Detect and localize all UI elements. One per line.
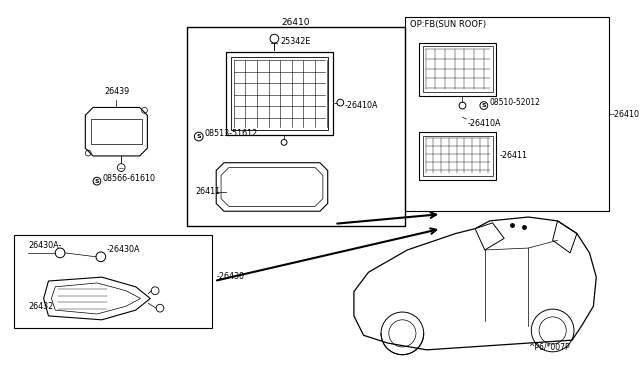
- Text: 26432: 26432: [28, 302, 53, 311]
- Bar: [187, 27, 405, 226]
- Bar: [419, 132, 497, 180]
- Text: 26411: 26411: [195, 187, 220, 196]
- Text: S: S: [95, 179, 99, 184]
- Bar: [405, 17, 609, 211]
- Text: S: S: [196, 134, 201, 139]
- Text: -26410A: -26410A: [467, 119, 501, 128]
- Text: -26410A: -26410A: [344, 101, 378, 110]
- Text: S: S: [481, 103, 486, 108]
- Text: 26410: 26410: [281, 18, 310, 27]
- Text: 26439: 26439: [105, 87, 130, 96]
- Bar: [231, 57, 328, 130]
- Text: ^P6/*007P: ^P6/*007P: [529, 343, 570, 352]
- Text: 08566-61610: 08566-61610: [103, 174, 156, 183]
- Bar: [419, 42, 497, 96]
- Text: OP:FB(SUN ROOF): OP:FB(SUN ROOF): [410, 20, 486, 29]
- Bar: [226, 52, 333, 135]
- Text: 08510-52012: 08510-52012: [490, 98, 541, 107]
- Bar: [13, 235, 212, 328]
- Text: -26410: -26410: [612, 110, 640, 119]
- Bar: [423, 135, 493, 176]
- Text: -26430: -26430: [216, 272, 244, 280]
- Text: 08513-51612: 08513-51612: [205, 129, 258, 138]
- Text: 25342E: 25342E: [280, 37, 310, 46]
- Bar: [423, 46, 493, 92]
- Text: 26430A-: 26430A-: [28, 241, 61, 250]
- Text: -26430A: -26430A: [107, 245, 140, 254]
- Text: -26411: -26411: [499, 151, 527, 160]
